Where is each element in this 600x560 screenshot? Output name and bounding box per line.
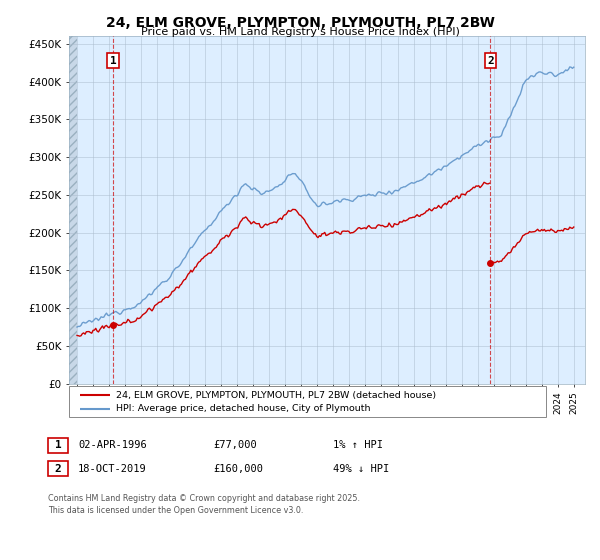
Bar (69, 36, 77, 384)
Text: 1: 1 (110, 55, 116, 66)
Text: 24, ELM GROVE, PLYMPTON, PLYMOUTH, PL7 2BW (detached house): 24, ELM GROVE, PLYMPTON, PLYMOUTH, PL7 2… (116, 390, 436, 399)
Text: HPI: Average price, detached house, City of Plymouth: HPI: Average price, detached house, City… (116, 404, 370, 413)
Text: 2: 2 (55, 464, 61, 474)
Text: 1% ↑ HPI: 1% ↑ HPI (333, 440, 383, 450)
Text: £77,000: £77,000 (213, 440, 257, 450)
Text: 24, ELM GROVE, PLYMPTON, PLYMOUTH, PL7 2BW: 24, ELM GROVE, PLYMPTON, PLYMOUTH, PL7 2… (106, 16, 494, 30)
Text: Price paid vs. HM Land Registry's House Price Index (HPI): Price paid vs. HM Land Registry's House … (140, 27, 460, 37)
Text: 2: 2 (487, 55, 494, 66)
Text: 1: 1 (55, 440, 61, 450)
Text: 18-OCT-2019: 18-OCT-2019 (78, 464, 147, 474)
Text: 02-APR-1996: 02-APR-1996 (78, 440, 147, 450)
Text: £160,000: £160,000 (213, 464, 263, 474)
Text: Contains HM Land Registry data © Crown copyright and database right 2025.
This d: Contains HM Land Registry data © Crown c… (48, 494, 360, 515)
Text: 49% ↓ HPI: 49% ↓ HPI (333, 464, 389, 474)
